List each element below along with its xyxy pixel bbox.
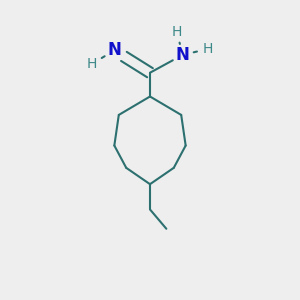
Text: N: N [176, 46, 190, 64]
Text: H: H [172, 25, 182, 39]
Text: H: H [87, 57, 97, 71]
Text: H: H [203, 42, 213, 56]
Text: N: N [107, 41, 121, 59]
